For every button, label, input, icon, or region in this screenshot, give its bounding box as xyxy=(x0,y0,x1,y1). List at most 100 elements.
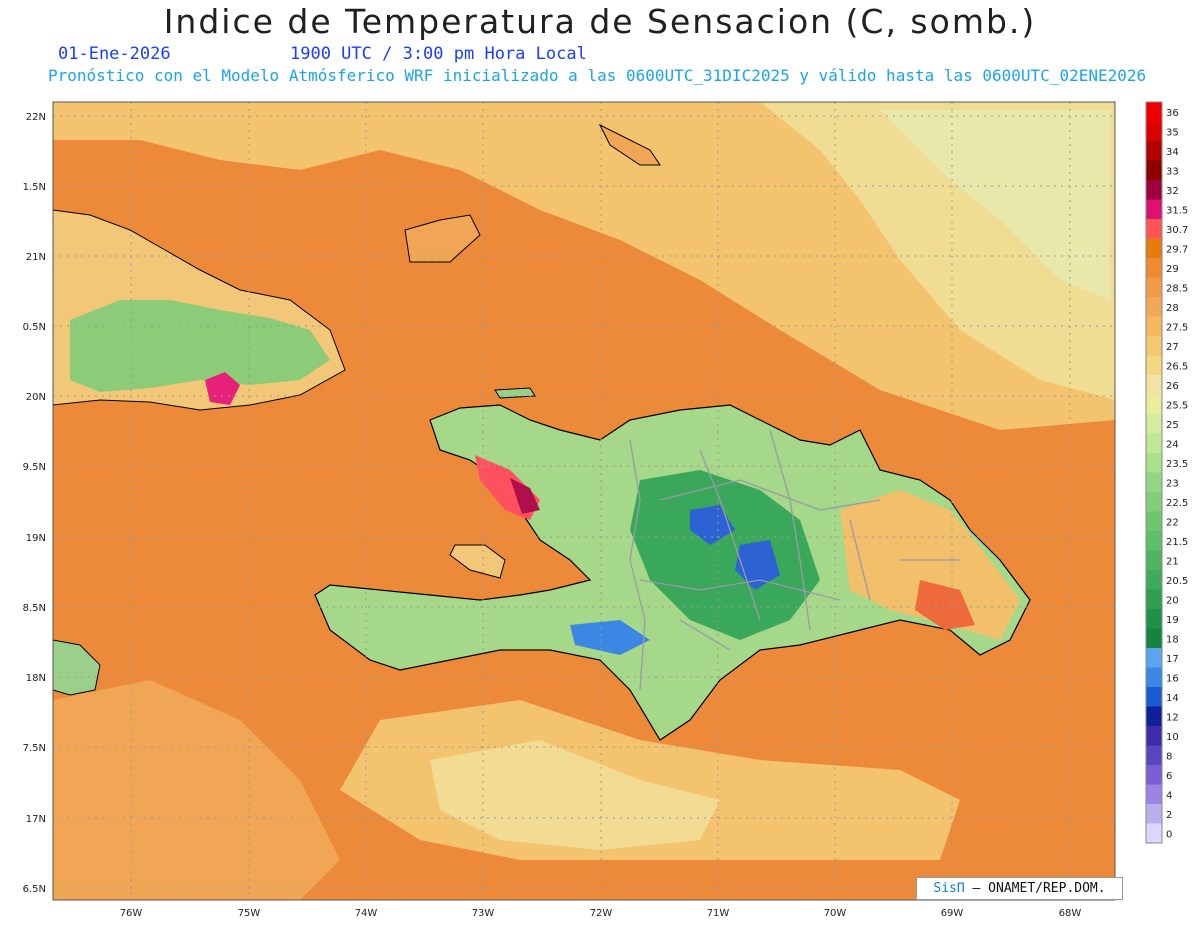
legend-label: 24 xyxy=(1166,440,1179,451)
lat-label: 21N xyxy=(26,252,46,263)
legend-label: 34 xyxy=(1166,147,1179,158)
province-lines xyxy=(629,429,960,691)
lat-axis: 22N 1.5N 21N 0.5N 20N 9.5N 19N 8.5N 18N … xyxy=(23,112,46,895)
legend-swatch xyxy=(1146,277,1162,297)
legend-swatch xyxy=(1146,141,1162,161)
lon-label: 68W xyxy=(1059,908,1082,919)
lat-label: 20N xyxy=(26,392,46,403)
hispaniola-blue-3 xyxy=(570,620,650,655)
lat-label: 9.5N xyxy=(23,462,46,473)
legend-swatch xyxy=(1146,570,1162,590)
cuba-green xyxy=(70,300,330,392)
caicos-island xyxy=(598,123,661,166)
legend-label: 26.5 xyxy=(1166,362,1188,373)
legend-swatch xyxy=(1146,589,1162,609)
lon-label: 71W xyxy=(707,908,730,919)
forecast-date: 01-Ene-2026 xyxy=(58,44,171,64)
legend-swatch xyxy=(1146,160,1162,180)
legend-label: 16 xyxy=(1166,674,1179,685)
legend-label: 4 xyxy=(1166,791,1172,802)
legend-label: 2 xyxy=(1166,810,1172,821)
legend-swatch xyxy=(1146,804,1162,824)
legend-swatch xyxy=(1146,531,1162,551)
lat-label: 0.5N xyxy=(23,322,46,333)
tortuga-island xyxy=(494,387,536,399)
model-info: Pronóstico con el Modelo Atmósferico WRF… xyxy=(48,66,1147,85)
legend-label: 27 xyxy=(1166,342,1179,353)
legend-swatch xyxy=(1146,823,1162,843)
lat-label: 8.5N xyxy=(23,603,46,614)
legend-swatch xyxy=(1146,628,1162,648)
legend-swatch xyxy=(1146,414,1162,434)
lat-label: 19N xyxy=(26,533,46,544)
pale-band-sw xyxy=(53,680,340,900)
lon-label: 70W xyxy=(824,908,847,919)
credit-box: SisΠ – ONAMET/REP.DOM. xyxy=(916,877,1123,900)
legend-swatch xyxy=(1146,121,1162,141)
legend-label: 17 xyxy=(1166,654,1179,665)
legend-label: 23 xyxy=(1166,479,1179,490)
legend-label: 14 xyxy=(1166,693,1179,704)
legend-swatch xyxy=(1146,355,1162,375)
legend-swatch xyxy=(1146,336,1162,356)
legend-swatch xyxy=(1146,433,1162,453)
legend-swatch xyxy=(1146,745,1162,765)
legend-swatch xyxy=(1146,316,1162,336)
legend-swatch xyxy=(1146,687,1162,707)
lat-label: 1.5N xyxy=(23,182,46,193)
legend-label: 30.7 xyxy=(1166,225,1188,236)
sispi-logo: SisΠ xyxy=(933,881,965,896)
legend-label: 33 xyxy=(1166,167,1179,178)
legend-label: 26 xyxy=(1166,381,1179,392)
inagua-island xyxy=(404,214,481,263)
credit-text: – ONAMET/REP.DOM. xyxy=(964,881,1106,896)
legend-label: 25.5 xyxy=(1166,401,1188,412)
legend-label: 35 xyxy=(1166,128,1179,139)
cuba-red xyxy=(205,372,240,405)
legend-label: 12 xyxy=(1166,713,1179,724)
legend-label: 31.5 xyxy=(1166,206,1188,217)
map-title: Indice de Temperatura de Sensacion (C, s… xyxy=(163,2,1037,41)
legend-label: 21.5 xyxy=(1166,537,1188,548)
legend-swatch xyxy=(1146,550,1162,570)
legend-swatch xyxy=(1146,102,1162,122)
hispaniola-orange-east xyxy=(915,580,975,630)
legend-swatch xyxy=(1146,180,1162,200)
lon-axis: 76W 75W 74W 73W 72W 71W 70W 69W 68W xyxy=(120,908,1082,919)
graticule xyxy=(53,102,1115,900)
lon-label: 75W xyxy=(238,908,261,919)
lon-label: 72W xyxy=(590,908,613,919)
legend-swatch xyxy=(1146,648,1162,668)
lat-label: 17N xyxy=(26,814,46,825)
lon-label: 76W xyxy=(120,908,143,919)
legend-swatch xyxy=(1146,238,1162,258)
legend-swatch xyxy=(1146,219,1162,239)
legend-label: 28.5 xyxy=(1166,284,1188,295)
legend-frame xyxy=(1145,101,1163,844)
legend-swatch xyxy=(1146,453,1162,473)
legend-swatch xyxy=(1146,258,1162,278)
legend-swatch xyxy=(1146,492,1162,512)
legend-label: 36 xyxy=(1166,108,1179,119)
hispaniola-blue-1 xyxy=(690,505,735,545)
legend-label: 19 xyxy=(1166,615,1179,626)
legend-label: 18 xyxy=(1166,635,1179,646)
legend-label: 25 xyxy=(1166,420,1179,431)
haiti-dark-red xyxy=(510,478,540,514)
legend-swatch xyxy=(1146,472,1162,492)
lon-label: 74W xyxy=(355,908,378,919)
legend-swatch xyxy=(1146,297,1162,317)
legend-label: 8 xyxy=(1166,752,1172,763)
gonave-island xyxy=(449,544,506,579)
lat-label: 7.5N xyxy=(23,743,46,754)
legend-swatch xyxy=(1146,726,1162,746)
legend-label: 20 xyxy=(1166,596,1179,607)
legend-swatch xyxy=(1146,706,1162,726)
lon-label: 73W xyxy=(472,908,495,919)
legend-swatch xyxy=(1146,667,1162,687)
forecast-time: 1900 UTC / 3:00 pm Hora Local xyxy=(290,44,587,64)
legend-swatch xyxy=(1146,511,1162,531)
legend-swatch xyxy=(1146,394,1162,414)
lon-label: 69W xyxy=(941,908,964,919)
hispaniola-yellow-east xyxy=(840,490,1020,640)
